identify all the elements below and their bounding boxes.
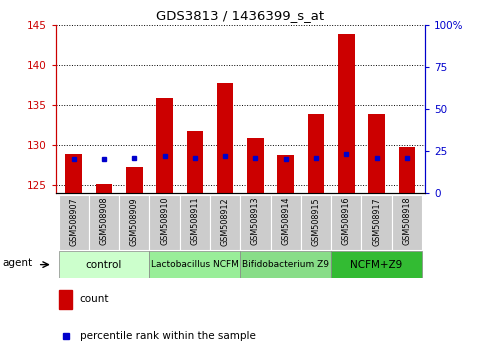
Bar (89, 195, 119, 250)
Text: GSM508915: GSM508915 (312, 197, 321, 246)
Bar (241, 251, 331, 278)
Bar (149, 251, 241, 278)
Bar (156, 98, 173, 193)
Text: control: control (86, 259, 122, 270)
Text: GSM508912: GSM508912 (221, 197, 229, 246)
Bar (361, 195, 392, 250)
Bar (58, 251, 149, 278)
Text: GSM508916: GSM508916 (342, 197, 351, 245)
Text: GSM508909: GSM508909 (130, 197, 139, 246)
Bar (247, 138, 264, 193)
Text: Lactobacillus NCFM: Lactobacillus NCFM (151, 260, 239, 269)
Text: GSM508914: GSM508914 (281, 197, 290, 245)
Bar (277, 155, 294, 193)
Bar (270, 195, 301, 250)
Text: GSM508913: GSM508913 (251, 197, 260, 245)
Text: GSM508907: GSM508907 (69, 197, 78, 246)
Bar (308, 114, 325, 193)
Bar (119, 195, 149, 250)
Text: Bifidobacterium Z9: Bifidobacterium Z9 (242, 260, 329, 269)
Text: GSM508908: GSM508908 (99, 197, 109, 245)
Bar (126, 167, 142, 193)
Bar (180, 195, 210, 250)
Bar (368, 114, 385, 193)
Text: percentile rank within the sample: percentile rank within the sample (80, 331, 256, 341)
Text: count: count (80, 294, 109, 304)
Text: GSM508911: GSM508911 (190, 197, 199, 245)
Bar (210, 195, 241, 250)
Bar (149, 195, 180, 250)
Bar (301, 195, 331, 250)
Bar (331, 251, 422, 278)
Text: agent: agent (3, 258, 33, 268)
Bar (398, 147, 415, 193)
Bar (331, 195, 361, 250)
Bar (241, 195, 270, 250)
Bar (186, 131, 203, 193)
Title: GDS3813 / 1436399_s_at: GDS3813 / 1436399_s_at (156, 9, 325, 22)
Bar (58, 195, 89, 250)
Bar (392, 195, 422, 250)
Bar (59, 290, 72, 309)
Text: GSM508918: GSM508918 (402, 197, 412, 245)
Text: GSM508910: GSM508910 (160, 197, 169, 245)
Text: NCFM+Z9: NCFM+Z9 (351, 259, 403, 270)
Text: GSM508917: GSM508917 (372, 197, 381, 246)
Bar (65, 154, 82, 193)
Bar (96, 184, 113, 193)
Bar (338, 34, 355, 193)
Bar (217, 83, 233, 193)
